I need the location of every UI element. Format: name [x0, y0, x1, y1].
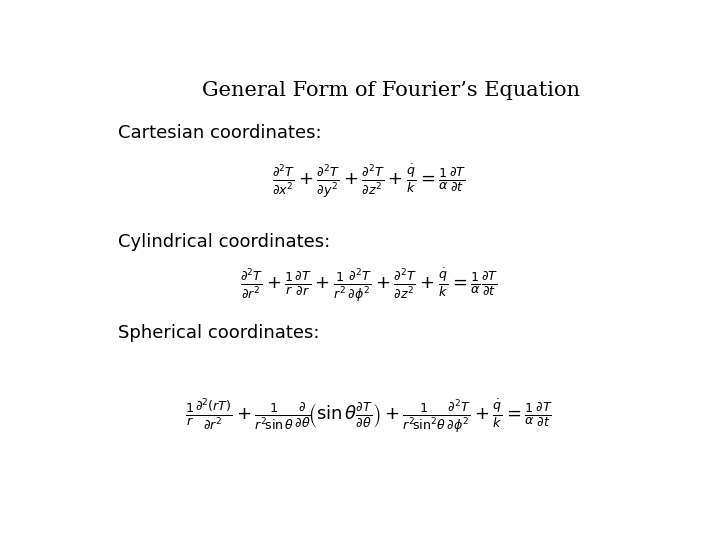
Text: General Form of Fourier’s Equation: General Form of Fourier’s Equation — [202, 82, 580, 100]
Text: Cylindrical coordinates:: Cylindrical coordinates: — [118, 233, 330, 251]
Text: $\frac{1}{r}\frac{\partial^2 (rT)}{\partial r^2}+\frac{1}{r^2\!\sin\theta}\frac{: $\frac{1}{r}\frac{\partial^2 (rT)}{\part… — [185, 397, 553, 435]
Text: $\frac{\partial^2 T}{\partial x^2}+\frac{\partial^2 T}{\partial y^2}+\frac{\part: $\frac{\partial^2 T}{\partial x^2}+\frac… — [272, 162, 466, 200]
Text: $\frac{\partial^2 T}{\partial r^2}+\frac{1}{r}\frac{\partial T}{\partial r}+\fra: $\frac{\partial^2 T}{\partial r^2}+\frac… — [240, 266, 498, 305]
Text: Spherical coordinates:: Spherical coordinates: — [118, 324, 320, 342]
Text: Cartesian coordinates:: Cartesian coordinates: — [118, 124, 322, 143]
